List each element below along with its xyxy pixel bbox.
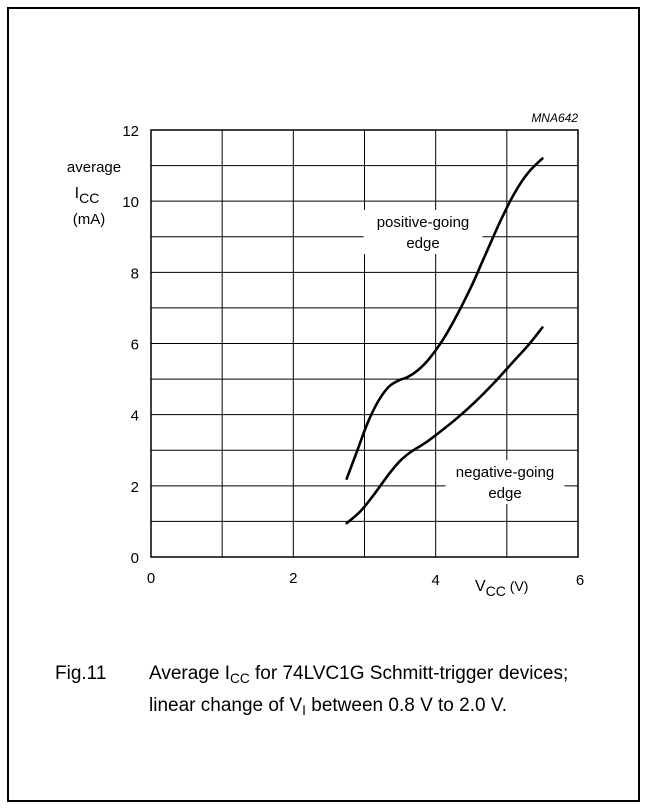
series-label-positive-going-line: edge [406, 235, 439, 252]
y-tick-label: 0 [131, 550, 139, 567]
y-tick-label: 12 [122, 123, 139, 140]
y-tick-label: 4 [131, 408, 139, 425]
figure-number: Fig.11 [55, 663, 107, 684]
figure-code: MNA642 [531, 111, 578, 125]
y-axis-label-line1: average [67, 159, 121, 176]
plot-area-border [150, 129, 579, 558]
series-label-negative-going-line: negative-going [456, 464, 554, 481]
caption-text: Average ICC for 74LVC1G Schmitt-trigger … [149, 663, 569, 718]
x-tick-label: 4 [431, 572, 439, 589]
y-tick-label: 2 [131, 479, 139, 496]
x-axis-label: VCC (V) [475, 578, 528, 599]
series-line-negative-going [345, 326, 544, 525]
y-tick-label: 6 [131, 337, 139, 354]
x-tick-label: 2 [289, 570, 297, 587]
series-label-negative-going-background [445, 460, 565, 504]
y-tick-label: 10 [122, 194, 139, 211]
series-label-positive-going-background [363, 210, 483, 254]
figure-frame [7, 7, 640, 802]
x-tick-label: 6 [576, 572, 584, 589]
series-line-positive-going [345, 157, 544, 480]
x-tick-label: 0 [147, 570, 155, 587]
y-tick-label: 8 [131, 265, 139, 282]
series-label-negative-going-line: edge [488, 485, 521, 502]
y-axis-label-unit: (mA) [73, 211, 106, 228]
series-label-positive-going-line: positive-going [377, 214, 470, 231]
y-axis-label-symbol: ICC [75, 185, 100, 206]
